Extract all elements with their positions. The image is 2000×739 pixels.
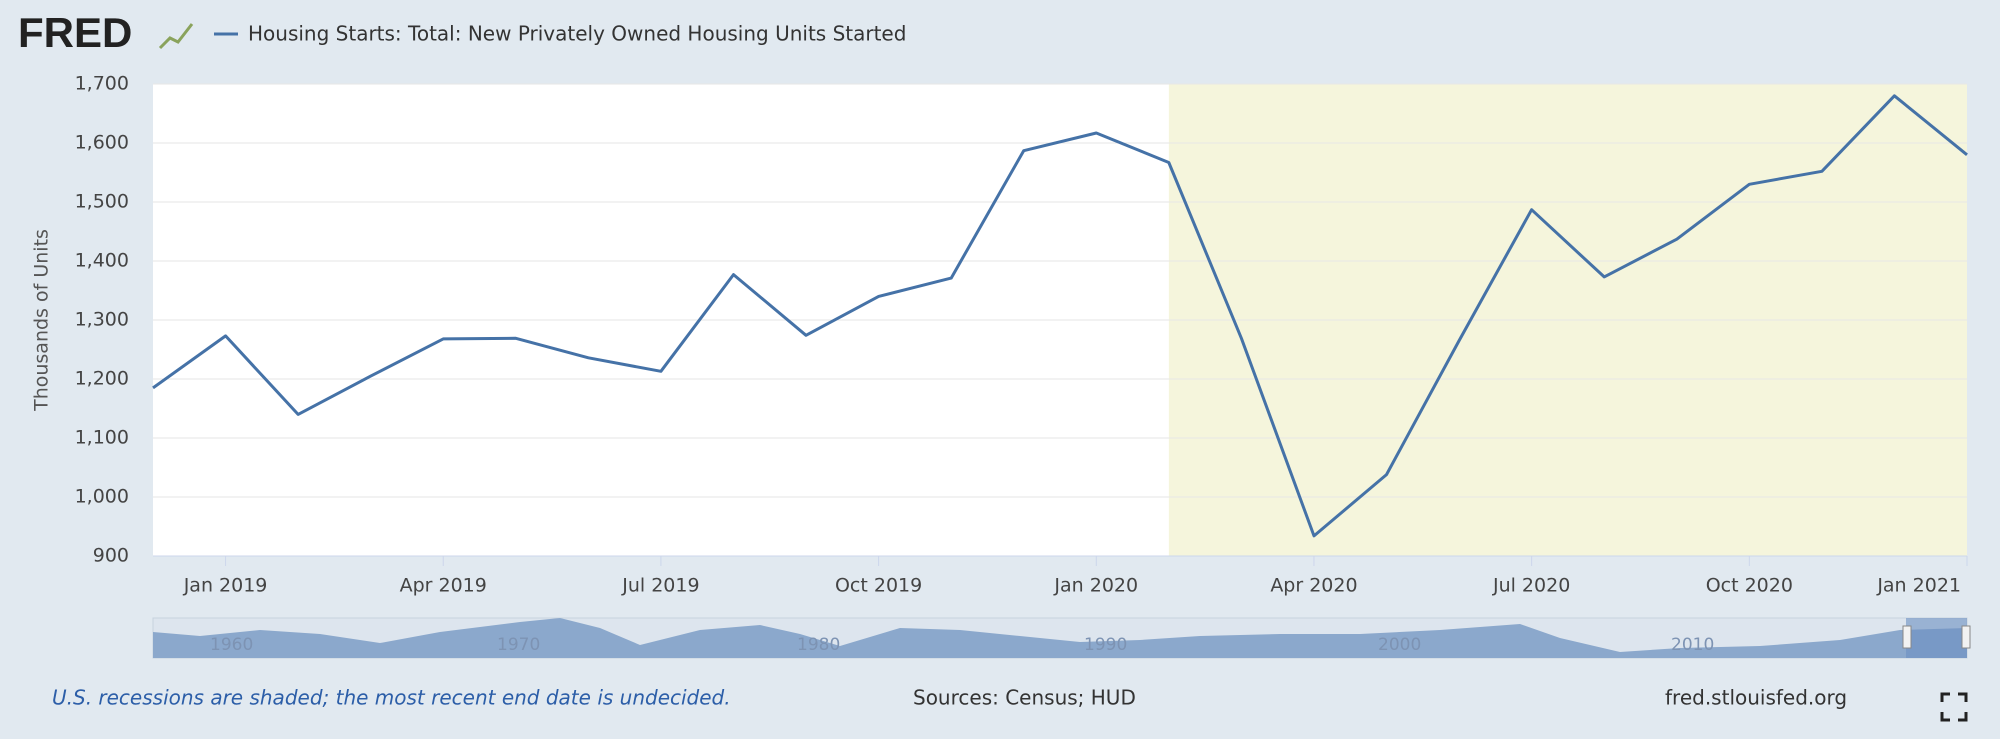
x-tick-label: Jul 2019 — [621, 575, 699, 597]
site-link[interactable]: fred.stlouisfed.org — [1665, 686, 1847, 710]
y-tick-label: 1,600 — [75, 132, 129, 154]
x-tick-label: Jan 2019 — [183, 575, 268, 597]
x-tick-label: Jul 2020 — [1492, 575, 1570, 597]
legend-entry[interactable]: Housing Starts: Total: New Privately Own… — [248, 22, 906, 46]
x-tick-label: Oct 2020 — [1706, 575, 1793, 597]
y-axis-label: Thousands of Units — [31, 229, 53, 412]
recession-note: U.S. recessions are shaded; the most rec… — [52, 686, 731, 710]
y-tick-label: 1,300 — [75, 309, 129, 331]
navigator-labels: 1960 1970 1980 1990 2000 2010 — [210, 635, 1714, 655]
logo[interactable]: FRED — [18, 9, 132, 56]
x-tick-label: Jan 2021 — [1876, 575, 1961, 597]
series-line — [152, 94, 1968, 538]
fullscreen-button[interactable] — [1940, 692, 1968, 722]
navigator-label: 1970 — [497, 635, 540, 655]
y-tick-label: 900 — [93, 545, 129, 567]
y-tick-label: 1,100 — [75, 427, 129, 449]
x-tick-label: Apr 2020 — [1270, 575, 1357, 597]
navigator-label: 1990 — [1084, 635, 1127, 655]
plot: 900 1,000 1,100 1,200 1,300 1,400 1,500 1,600 1,… — [75, 73, 1968, 597]
navigator-label: 2010 — [1671, 635, 1714, 655]
navigator-label: 1960 — [210, 635, 253, 655]
y-tick-label: 1,500 — [75, 191, 129, 213]
y-tick-label: 1,200 — [75, 368, 129, 390]
logo-icon — [158, 23, 194, 50]
y-tick-label: 1,400 — [75, 250, 129, 272]
x-tick-label: Apr 2019 — [400, 575, 487, 597]
sources: Sources: Census; HUD — [913, 686, 1136, 710]
navigator-handle[interactable] — [1902, 625, 1912, 649]
navigator-label: 1980 — [797, 635, 840, 655]
navigator-selection[interactable] — [1906, 618, 1967, 658]
x-tick-label: Jan 2020 — [1053, 575, 1138, 597]
y-tick-label: 1,700 — [75, 73, 129, 95]
x-tick-label: Oct 2019 — [835, 575, 922, 597]
navigator-label: 2000 — [1378, 635, 1421, 655]
navigator-area — [153, 618, 1967, 658]
y-tick-label: 1,000 — [75, 486, 129, 508]
navigator-handle[interactable] — [1961, 625, 1971, 649]
